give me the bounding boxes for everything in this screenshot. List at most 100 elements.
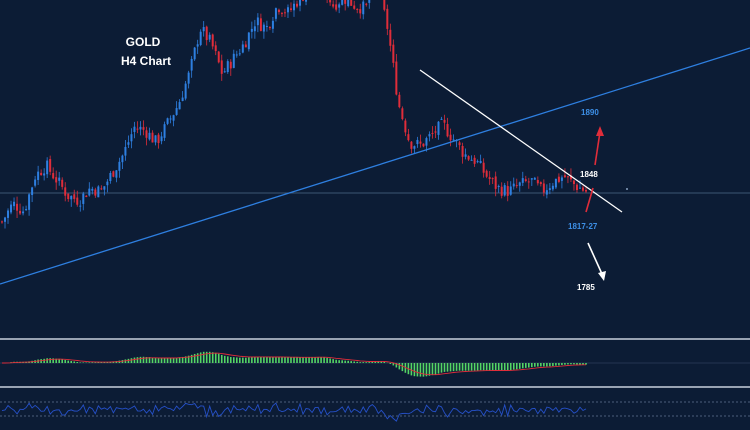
candle-body — [491, 178, 494, 180]
candle-body — [518, 182, 521, 186]
candle-body — [154, 135, 157, 143]
candle-body — [365, 3, 368, 5]
candle-body — [557, 176, 560, 182]
candle-body — [545, 190, 548, 195]
candle-body — [76, 197, 79, 205]
level-label-1890: 1890 — [581, 108, 599, 117]
candle-body — [458, 142, 461, 146]
candle-body — [16, 203, 19, 211]
candle-body — [208, 34, 211, 40]
candle-body — [407, 134, 410, 141]
candle-body — [521, 178, 524, 183]
candle-body — [190, 58, 193, 71]
oscillator-signal-line — [2, 352, 586, 376]
candle-body — [286, 7, 289, 13]
candle-body — [109, 172, 112, 181]
candle-body — [58, 177, 61, 181]
candle-body — [157, 134, 160, 144]
candle-body — [133, 126, 136, 132]
candle-body — [181, 97, 184, 102]
candle-body — [389, 29, 392, 46]
candle-body — [226, 61, 229, 73]
candle-body — [22, 211, 25, 214]
candle-body — [244, 44, 247, 48]
candle-body — [193, 47, 196, 60]
candle-body — [205, 26, 208, 41]
arrow-up-head — [596, 126, 604, 136]
candle-body — [256, 17, 259, 26]
candle-body — [494, 176, 497, 189]
candle-body — [329, 0, 332, 3]
candle-body — [103, 186, 106, 190]
candle-body — [572, 180, 575, 185]
candle-body — [49, 159, 52, 172]
candle-body — [262, 24, 265, 32]
candle-body — [578, 187, 581, 189]
candle-body — [335, 4, 338, 10]
candle-body — [7, 210, 10, 218]
candle-body — [506, 186, 509, 196]
candle-body — [536, 180, 539, 184]
candle-body — [464, 154, 467, 157]
candle-body — [91, 188, 94, 191]
candle-body — [350, 0, 353, 6]
candle-body — [569, 175, 572, 180]
candle-body — [512, 183, 515, 187]
candle-body — [142, 127, 145, 130]
candle-body — [416, 139, 419, 145]
candle-body — [25, 209, 28, 211]
candle-body — [392, 44, 395, 63]
candle-body — [169, 118, 172, 120]
candle-body — [175, 108, 178, 115]
candle-body — [82, 193, 85, 204]
candle-body — [211, 34, 214, 47]
candle-body — [55, 177, 58, 183]
candle-body — [362, 1, 365, 15]
candle-body — [344, 0, 347, 4]
candle-body — [428, 134, 431, 137]
candle-body — [581, 187, 584, 191]
candle-body — [563, 175, 566, 178]
candle-body — [88, 188, 91, 196]
candle-body — [353, 5, 356, 9]
candle-body — [293, 3, 295, 11]
marker-dot — [626, 188, 628, 190]
candle-body — [121, 155, 124, 163]
candle-body — [19, 210, 22, 214]
candle-body — [148, 132, 151, 140]
candle-body — [241, 44, 244, 53]
candle-body — [67, 193, 70, 200]
candle-body — [473, 157, 476, 164]
candles — [1, 0, 587, 229]
chart-title: GOLD — [126, 35, 161, 49]
candle-body — [85, 195, 88, 198]
candle-body — [515, 185, 518, 187]
candle-body — [118, 161, 121, 171]
candle-body — [34, 179, 37, 186]
candle-body — [332, 4, 335, 7]
candle-body — [13, 201, 16, 207]
candle-body — [503, 185, 506, 196]
candle-body — [551, 185, 554, 190]
candle-body — [64, 187, 67, 196]
candle-body — [368, 0, 371, 3]
chart-subtitle: H4 Chart — [121, 54, 171, 68]
candle-body — [106, 181, 109, 186]
candle-body — [560, 177, 563, 181]
candle-body — [341, 0, 344, 5]
candle-body — [79, 205, 82, 207]
oscillator-panel — [2, 351, 587, 377]
candle-body — [395, 61, 398, 95]
candle-body — [136, 128, 139, 130]
candle-body — [232, 53, 235, 68]
candle-body — [196, 44, 199, 47]
candle-body — [70, 195, 73, 200]
candle-body — [31, 187, 34, 196]
arrow-down-head — [598, 271, 606, 281]
candle-body — [124, 146, 127, 156]
candle-body — [482, 162, 485, 173]
candle-body — [214, 45, 217, 52]
candle-body — [271, 20, 274, 29]
candle-body — [485, 170, 488, 177]
candle-body — [413, 146, 416, 149]
